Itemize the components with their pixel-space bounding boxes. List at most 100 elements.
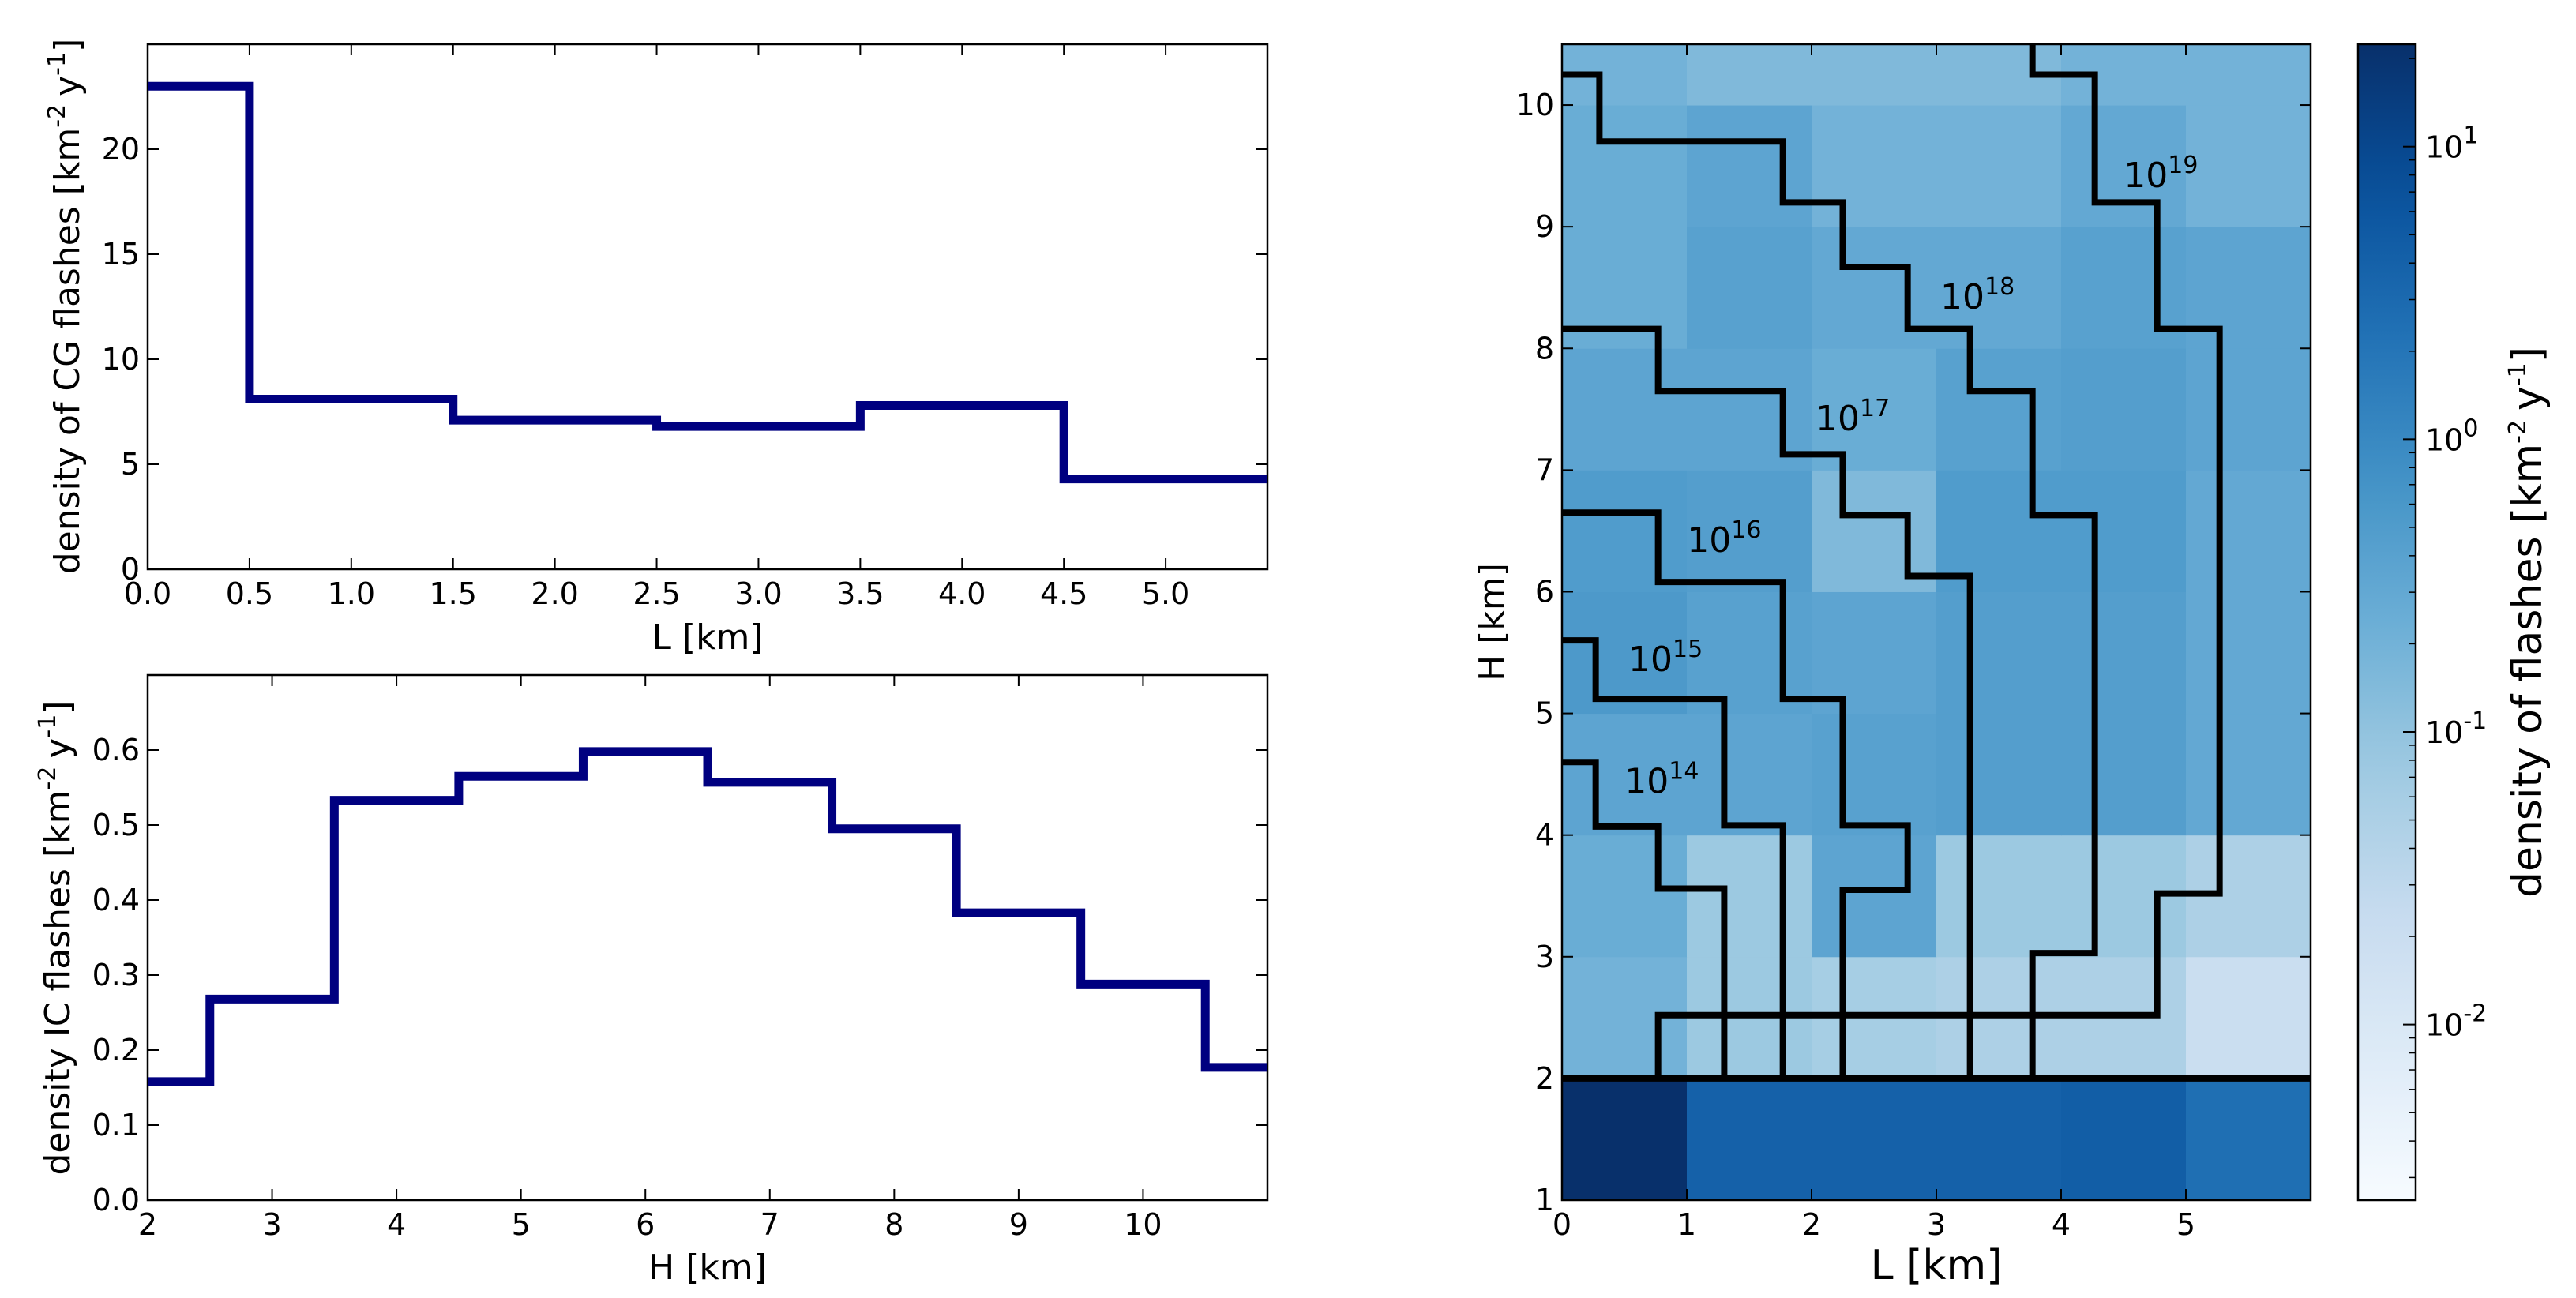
heatmap-cell xyxy=(2186,1078,2311,1201)
heatmap-cell xyxy=(2186,956,2311,1079)
heatmap-cell xyxy=(1687,835,1812,958)
ic-y-axis-label: density IC flashes [km-2y-1] xyxy=(34,700,78,1175)
heatmap-cell xyxy=(2186,713,2311,836)
heatmap-cell xyxy=(1812,348,1937,471)
heatmap-cell xyxy=(1562,713,1688,836)
colorbar-tick-label: 10-2 xyxy=(2425,1000,2487,1043)
heatmap-contour-labels: 1014 1015 1016 1017 1018 1019 xyxy=(1624,152,2198,801)
heatmap-cell xyxy=(1562,1078,1688,1201)
x-tick-label: 3.5 xyxy=(836,576,884,611)
contour-label: 1019 xyxy=(2124,152,2198,196)
heatmap-cell xyxy=(2186,591,2311,715)
heatmap-cell xyxy=(2186,470,2311,592)
ic-ticks: 2 3 4 5 6 7 8 9 10 0.0 0.1 0.2 0.3 0.4 0.5 0.6 xyxy=(92,675,1267,1242)
colorbar-ticks: 101 100 10-1 10-2 xyxy=(2403,58,2487,1179)
x-tick-label: 2 xyxy=(1802,1207,1821,1242)
heatmap-cell xyxy=(1687,1078,1812,1201)
ic-density-panel: 2 3 4 5 6 7 8 9 10 0.0 0.1 0.2 0.3 0.4 0.5 0.6 H [km] d… xyxy=(34,673,1269,1288)
contour-line xyxy=(1562,71,2098,1079)
contour-label: 1018 xyxy=(1940,273,2015,317)
heatmap-cell xyxy=(1562,348,1688,471)
heatmap-y-axis-label: H [km] xyxy=(1472,563,1512,681)
heatmap-cell xyxy=(1687,348,1812,471)
cg-x-axis-label: L [km] xyxy=(652,617,763,658)
colorbar-tick-label: 101 xyxy=(2425,122,2478,165)
x-tick-label: 3.0 xyxy=(734,576,782,611)
x-tick-label: 0.5 xyxy=(226,576,273,611)
colorbar-tick-label: 10-1 xyxy=(2425,707,2487,750)
heatmap-cell xyxy=(1562,470,1688,592)
heatmap-cell xyxy=(2061,105,2187,227)
heatmap-cell xyxy=(2061,348,2187,471)
x-tick-label: 7 xyxy=(760,1207,779,1242)
colorbar-tick-label: 100 xyxy=(2425,415,2478,457)
heatmap-cells xyxy=(1562,44,2311,1201)
heatmap-cell xyxy=(1936,713,2062,836)
x-tick-label: 8 xyxy=(884,1207,903,1242)
heatmap-cell xyxy=(1936,105,2062,227)
cg-density-panel: 0.0 0.5 1.0 1.5 2.0 2.5 3.0 3.5 4.0 4.5 5.0 0 5 10 15 2… xyxy=(43,39,1269,658)
x-tick-label: 1 xyxy=(1677,1207,1696,1242)
heatmap-cell xyxy=(1812,591,1937,715)
contour-label: 1014 xyxy=(1624,757,1699,801)
y-tick-label: 10 xyxy=(1516,88,1554,122)
heatmap-cell xyxy=(2186,105,2311,227)
y-tick-label: 8 xyxy=(1535,331,1554,366)
y-tick-label: 0.3 xyxy=(92,958,140,992)
contour-line xyxy=(1654,44,2223,1079)
x-tick-label: 5.0 xyxy=(1142,576,1189,611)
colorbar-gradient xyxy=(2356,43,2417,1202)
heatmap-cell xyxy=(1936,348,2062,471)
x-tick-label: 0 xyxy=(1553,1207,1572,1242)
y-tick-label: 15 xyxy=(102,237,140,272)
x-tick-label: 4.0 xyxy=(938,576,986,611)
x-tick-label: 5 xyxy=(512,1207,531,1242)
heatmap-x-axis-label: L [km] xyxy=(1871,1242,2003,1289)
heatmap-cell xyxy=(1687,713,1812,836)
y-tick-label: 10 xyxy=(102,342,140,377)
heatmap-cell xyxy=(2061,591,2187,715)
heatmap-cell xyxy=(1936,835,2062,958)
heatmap-cell xyxy=(1687,591,1812,715)
contour-label: 1016 xyxy=(1687,516,1761,561)
y-tick-label: 0.0 xyxy=(92,1183,140,1217)
heatmap-cell xyxy=(1936,1078,2062,1201)
y-tick-label: 1 xyxy=(1535,1183,1554,1217)
heatmap-cell xyxy=(1562,105,1688,227)
heatmap-cell xyxy=(2186,348,2311,471)
heatmap-cell xyxy=(1936,591,2062,715)
y-tick-label: 20 xyxy=(102,132,140,167)
x-tick-label: 6 xyxy=(636,1207,655,1242)
heatmap-cell xyxy=(2061,470,2187,592)
contour-label: 1015 xyxy=(1628,636,1703,680)
heatmap-cell xyxy=(1812,835,1937,958)
y-tick-label: 2 xyxy=(1535,1061,1554,1096)
heatmap-cell xyxy=(1812,105,1937,227)
x-tick-label: 3 xyxy=(262,1207,281,1242)
contour-line xyxy=(1562,759,1728,1079)
heatmap-cell xyxy=(2186,44,2311,106)
contour-line xyxy=(1562,509,1911,1079)
y-tick-label: 7 xyxy=(1535,452,1554,487)
heatmap-cell xyxy=(1812,44,1937,106)
x-tick-label: 1.5 xyxy=(430,576,477,611)
y-tick-label: 0 xyxy=(121,552,140,587)
x-tick-label: 4.5 xyxy=(1040,576,1087,611)
y-tick-label: 4 xyxy=(1535,818,1554,853)
y-tick-label: 5 xyxy=(121,447,140,482)
ic-step-line xyxy=(148,747,1267,1086)
x-tick-label: 3 xyxy=(1927,1207,1946,1242)
heatmap-cell xyxy=(1687,227,1812,349)
heatmap-cell xyxy=(1562,591,1688,715)
contour-label: 1017 xyxy=(1816,395,1890,439)
colorbar: 101 100 10-1 10-2 density of flashes [km-2y… xyxy=(2356,43,2552,1202)
heatmap-cell xyxy=(1687,470,1812,592)
ic-x-axis-label: H [km] xyxy=(648,1247,767,1288)
heatmap-cell xyxy=(1812,470,1937,592)
x-tick-label: 2.5 xyxy=(633,576,680,611)
x-tick-label: 2.0 xyxy=(531,576,578,611)
x-tick-label: 10 xyxy=(1124,1207,1162,1242)
